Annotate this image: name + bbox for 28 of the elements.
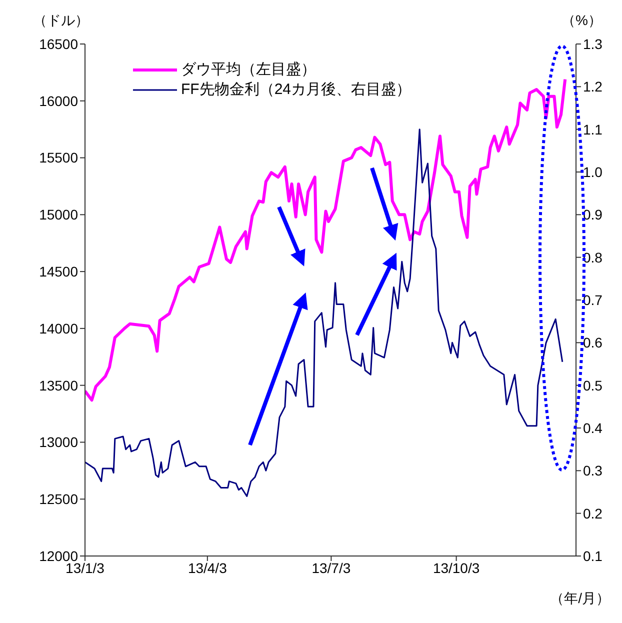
y2-tick-label: 1.1 bbox=[583, 121, 603, 138]
legend-label: FF先物金利（24カ月後、右目盛） bbox=[181, 80, 412, 100]
x-tick-label: 13/7/3 bbox=[312, 560, 351, 576]
y2-tick-label: 1.2 bbox=[583, 78, 603, 95]
y2-axis-title: （%） bbox=[562, 12, 602, 30]
y2-tick-label: 0.3 bbox=[583, 462, 603, 479]
y2-tick-label: 0.4 bbox=[583, 420, 603, 436]
y-tick-label: 14500 bbox=[39, 264, 78, 280]
y-tick-label: 15500 bbox=[39, 150, 78, 166]
y2-tick-label: 0.1 bbox=[583, 548, 603, 564]
x-tick-label: 13/10/3 bbox=[432, 560, 480, 576]
y2-tick-label: 1.0 bbox=[583, 164, 603, 180]
y-tick-label: 15000 bbox=[39, 206, 78, 223]
y-tick-label: 12000 bbox=[39, 548, 78, 564]
legend-label: ダウ平均（左目盛） bbox=[181, 60, 316, 80]
y-tick-label: 14000 bbox=[39, 320, 78, 336]
y2-tick-label: 0.6 bbox=[583, 334, 603, 351]
y-tick-label: 13000 bbox=[39, 434, 78, 450]
y-tick-label: 16500 bbox=[39, 36, 78, 52]
y2-tick-label: 1.3 bbox=[583, 36, 603, 52]
y2-tick-label: 0.2 bbox=[583, 505, 603, 522]
y-tick-label: 16000 bbox=[39, 92, 78, 109]
x-axis-title: （年/月） bbox=[550, 590, 610, 608]
x-tick-label: 13/4/3 bbox=[188, 560, 228, 576]
y-tick-label: 12500 bbox=[39, 491, 78, 508]
y2-tick-label: 0.5 bbox=[583, 377, 603, 394]
y-axis-title: （ドル） bbox=[33, 12, 89, 30]
y-tick-label: 13500 bbox=[39, 377, 78, 394]
